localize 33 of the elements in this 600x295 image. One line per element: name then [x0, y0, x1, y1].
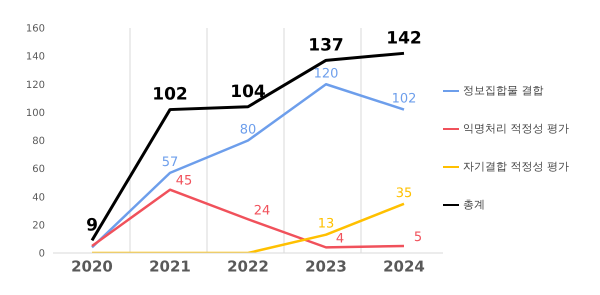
x-tick-label: 2023	[305, 258, 347, 276]
data-label: 45	[176, 174, 192, 189]
y-tick-label: 80	[32, 136, 45, 148]
x-tick-label: 2021	[149, 258, 191, 276]
data-label: 13	[318, 216, 334, 232]
x-tick-label: 2022	[227, 258, 269, 276]
data-label: 104	[230, 82, 266, 102]
data-label: 35	[396, 186, 412, 201]
y-tick-label: 120	[26, 80, 45, 91]
y-tick-label: 60	[32, 164, 45, 176]
data-label: 9	[86, 215, 98, 236]
legend-label: 자기결합 적정성 평가	[463, 160, 569, 173]
data-label: 24	[254, 203, 270, 218]
y-tick-label: 0	[38, 248, 45, 260]
y-tick-label: 100	[26, 108, 45, 119]
x-tick-label: 2024	[383, 258, 425, 276]
data-label: 120	[314, 66, 338, 82]
y-tick-label: 40	[32, 192, 45, 204]
data-label: 137	[308, 35, 344, 56]
data-label: 142	[386, 28, 422, 48]
data-label: 80	[240, 122, 256, 138]
data-label: 102	[152, 84, 188, 105]
data-label: 57	[162, 154, 178, 170]
y-tick-label: 140	[26, 52, 45, 63]
data-label: 4	[336, 231, 344, 246]
data-label: 5	[414, 230, 422, 245]
y-tick-label: 160	[26, 24, 45, 35]
legend-label: 총계	[463, 198, 485, 211]
x-tick-label: 2020	[71, 258, 113, 276]
legend-label: 익명처리 적정성 평가	[463, 122, 569, 135]
y-tick-label: 20	[32, 220, 45, 232]
legend-label: 정보집합물 결합	[463, 84, 544, 97]
data-label: 102	[392, 92, 416, 107]
